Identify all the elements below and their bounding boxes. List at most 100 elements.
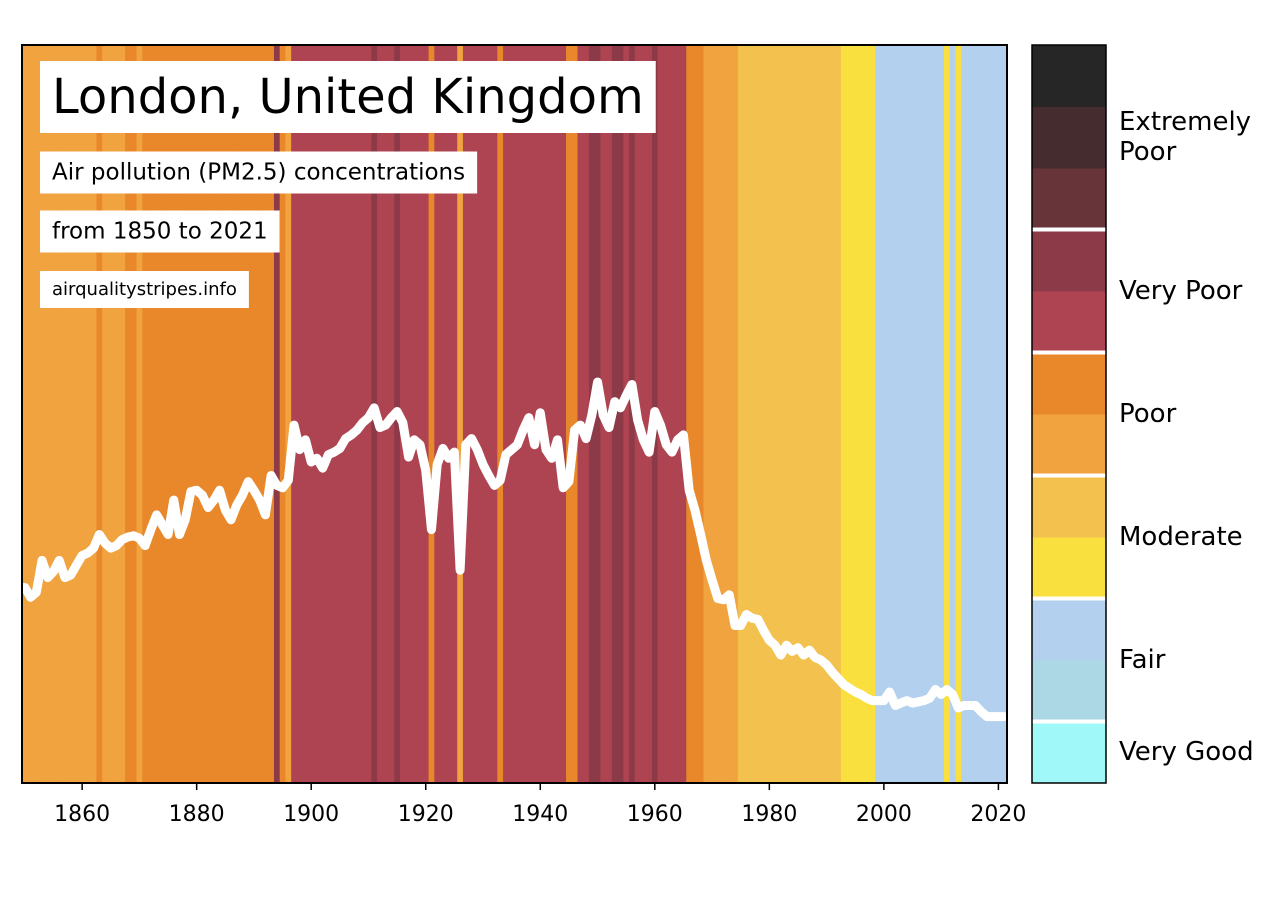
stripe [915,45,922,783]
stripe [119,45,126,783]
legend-label: Very Good [1119,737,1254,768]
stripe [720,45,727,783]
x-tick-label: 2000 [856,802,912,827]
stripe [852,45,859,783]
stripe [62,45,69,783]
stripe [944,45,951,783]
stripe [405,45,413,783]
stripe [96,45,103,783]
stripe [892,45,899,783]
subtitle-box [40,210,280,253]
colorbar-band [1032,414,1106,476]
stripe [314,45,321,783]
stripe [726,45,733,783]
stripe [531,45,539,783]
stripe [949,45,957,783]
stripe [193,45,201,783]
stripe [795,45,802,783]
stripe [325,45,332,783]
stripe [262,45,269,783]
stripe [205,45,212,783]
stripe [921,45,928,783]
stripe [497,45,504,783]
stripe [411,45,418,783]
stripe [772,45,779,783]
stripe [359,45,367,783]
subtitle-box [40,151,478,194]
stripe [245,45,252,783]
stripe [972,45,979,783]
stripe [978,45,985,783]
stripe [840,45,848,783]
stripe [543,45,550,783]
x-tick-label: 1880 [169,802,225,827]
x-tick-label: 1920 [398,802,454,827]
stripe [90,45,98,783]
stripe [308,45,315,783]
colorbar-frame [1031,44,1107,784]
subtitle: Air pollution (PM2.5) concentrations [52,160,465,186]
stripe [130,45,138,783]
x-tick-label: 1980 [741,802,797,827]
stripe [966,45,974,783]
chart-title-box [40,61,656,133]
stripe [548,45,556,783]
stripe [554,45,561,783]
stripes [22,45,1008,783]
stripe [273,45,281,783]
source-box [40,271,249,308]
stripe [686,45,693,783]
stripe [440,45,447,783]
colorbar-band [1032,475,1106,538]
stripe [714,45,722,783]
colorbar-band [1032,229,1106,292]
stripe [165,45,172,783]
stripe [67,45,75,783]
stripe [480,45,487,783]
subtitle: from 1850 to 2021 [52,219,268,245]
stripe [755,45,762,783]
stripe [182,45,189,783]
stripe [113,45,120,783]
x-tick-label: 1940 [512,802,568,827]
colorbar-band [1032,291,1106,353]
stripe [594,45,602,783]
stripe [984,45,991,783]
stripe [560,45,567,783]
stripe [898,45,905,783]
stripe [445,45,453,783]
colorbar-band [1032,660,1106,722]
stripe [251,45,258,783]
stripe [491,45,498,783]
stripe [434,45,441,783]
colorbar [1031,44,1107,784]
stripe [176,45,183,783]
stripe [22,45,29,783]
x-axis: 1860 1880 1900 1920 1940 1960 1980 2000 2020 [54,783,1026,827]
stripe [256,45,264,783]
stripe [881,45,888,783]
stripe [703,45,710,783]
x-tick-label: 2020 [970,802,1026,827]
legend-label: Poor [1119,399,1177,429]
stripe [617,45,624,783]
stripe [142,45,149,783]
stripe [674,45,682,783]
legend-label: Fair [1119,645,1166,675]
stripe [84,45,92,783]
stripe [777,45,785,783]
stripe [846,45,853,783]
stripe [749,45,756,783]
stripe [188,45,195,783]
stripe [50,45,57,783]
stripe [508,45,516,783]
stripe [27,45,35,783]
stripe [228,45,235,783]
stripe [989,45,997,783]
stripe [760,45,768,783]
stripe [875,45,882,783]
stripe [147,45,155,783]
stripe [520,45,527,783]
colorbar-band [1032,721,1106,784]
stripe [571,45,579,783]
